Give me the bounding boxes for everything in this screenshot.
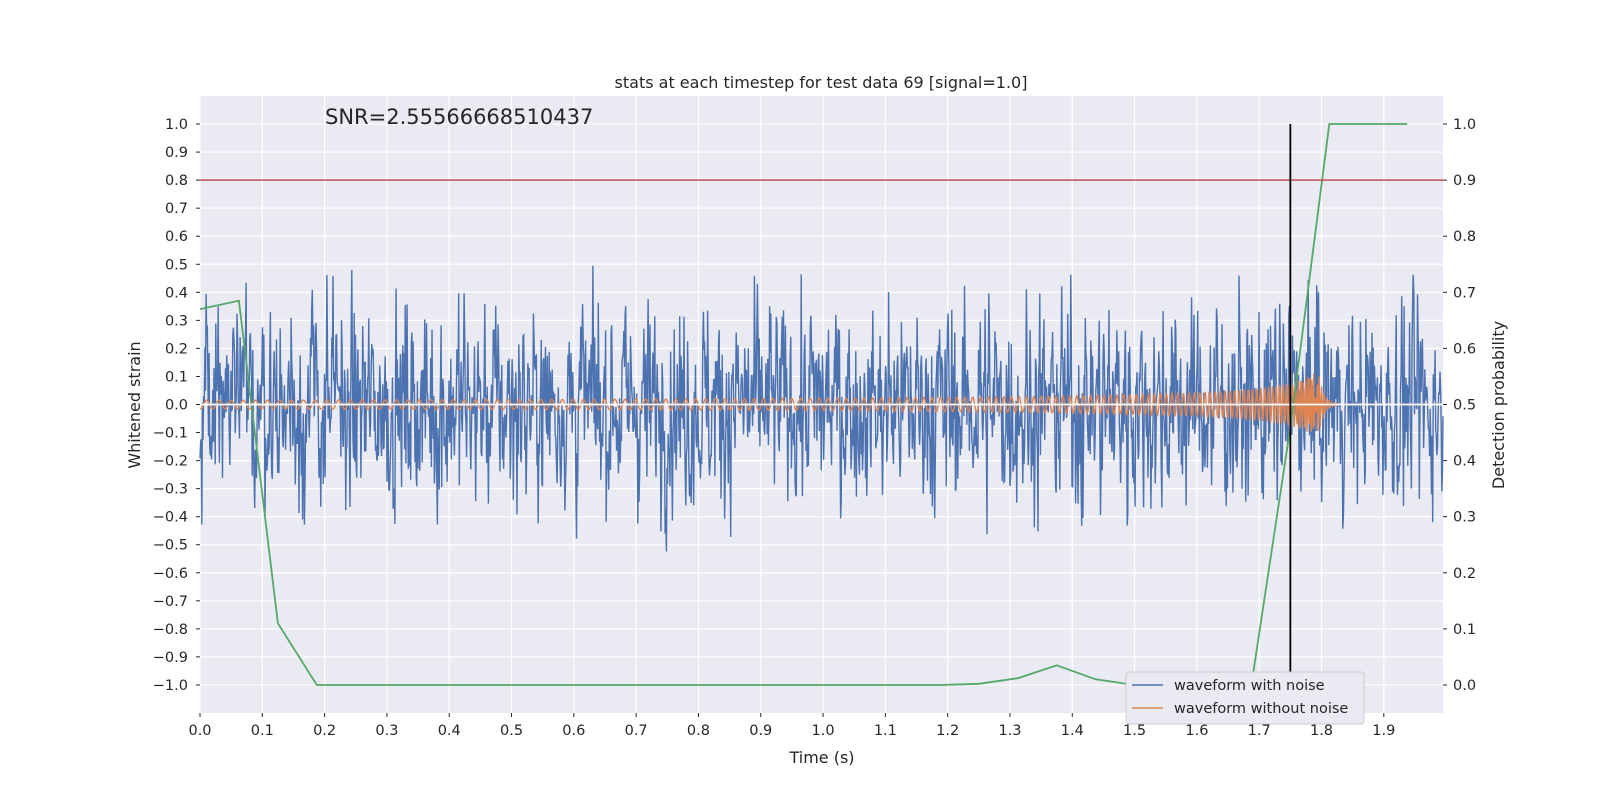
y-tick-label: 0.4 [165, 285, 188, 301]
series-waveform-with-noise [199, 265, 1444, 552]
y-tick-label: −0.1 [153, 426, 188, 442]
y-tick-label: 0.2 [165, 341, 188, 357]
y-tick-label: 0.9 [165, 145, 188, 161]
y-tick-label: 0.7 [165, 201, 188, 217]
x-tick-label: 0.1 [251, 723, 274, 739]
x-axis-label: Time (s) [788, 748, 854, 767]
y-axis-ticks: 1.0 0.9 0.8 0.7 0.6 0.5 0.4 0.3 0.2 0.1 0.0 −0.1 −0.… [153, 117, 200, 694]
y-tick-label: −0.2 [153, 454, 188, 470]
y-tick-label: −1.0 [153, 678, 188, 694]
y-right-tick-label: 0.4 [1453, 454, 1476, 470]
y-axis-right-label: Detection probability [1489, 321, 1508, 489]
y-tick-label: 0.8 [165, 173, 188, 189]
x-tick-label: 0.6 [562, 723, 585, 739]
snr-annotation: SNR=2.55566668510437 [325, 105, 593, 129]
x-tick-label: 0.3 [375, 723, 398, 739]
x-axis-ticks: 0.0 0.1 0.2 0.3 0.4 0.5 0.6 0.7 0.8 0.9 1.0 1.1 1.2 1… [188, 713, 1395, 739]
y-tick-label: −0.5 [153, 538, 188, 554]
legend-box [1125, 671, 1365, 725]
y-tick-label: −0.3 [153, 482, 188, 498]
y-right-tick-label: 0.1 [1453, 622, 1476, 638]
y-tick-label: −0.4 [153, 510, 188, 526]
x-tick-label: 0.4 [438, 723, 461, 739]
x-tick-label: 1.3 [998, 723, 1021, 739]
x-tick-label: 0.9 [749, 723, 772, 739]
reference-lines [200, 124, 1443, 713]
chart-title: stats at each timestep for test data 69 … [615, 73, 1028, 92]
y-right-tick-label: 0.2 [1453, 566, 1476, 582]
x-tick-label: 0.2 [313, 723, 336, 739]
x-tick-label: 1.5 [1123, 723, 1146, 739]
y-right-tick-label: 1.0 [1453, 117, 1476, 133]
y-right-tick-label: 0.0 [1453, 678, 1476, 694]
x-tick-label: 1.7 [1248, 723, 1271, 739]
y-tick-label: 0.3 [165, 313, 188, 329]
x-tick-label: 1.6 [1185, 723, 1208, 739]
y-tick-label: 0.6 [165, 229, 188, 245]
y-tick-label: −0.9 [153, 650, 188, 666]
x-tick-label: 0.0 [188, 723, 211, 739]
y-right-tick-label: 0.8 [1453, 229, 1476, 245]
y-right-tick-label: 0.3 [1453, 510, 1476, 526]
y-tick-label: −0.8 [153, 622, 188, 638]
x-tick-label: 0.7 [625, 723, 648, 739]
y-tick-label: 0.0 [165, 398, 188, 414]
y-right-tick-label: 0.7 [1453, 285, 1476, 301]
x-tick-label: 1.0 [812, 723, 835, 739]
y-axis-right-ticks: 1.0 0.9 0.8 0.7 0.6 0.5 0.4 0.3 0.2 0.1 0.0 [1443, 117, 1476, 694]
legend-label-clean: waveform without noise [1174, 701, 1348, 717]
y-tick-label: 0.1 [165, 369, 188, 385]
y-axis-label: Whitened strain [125, 341, 144, 468]
y-tick-label: 1.0 [165, 117, 188, 133]
x-tick-label: 1.9 [1372, 723, 1395, 739]
y-tick-label: −0.6 [153, 566, 188, 582]
x-tick-label: 1.4 [1061, 723, 1084, 739]
x-tick-label: 0.8 [687, 723, 710, 739]
x-tick-label: 1.1 [874, 723, 897, 739]
y-right-tick-label: 0.6 [1453, 341, 1476, 357]
x-tick-label: 1.2 [936, 723, 959, 739]
y-right-tick-label: 0.9 [1453, 173, 1476, 189]
y-tick-label: −0.7 [153, 594, 188, 610]
y-tick-label: 0.5 [165, 257, 188, 273]
y-right-tick-label: 0.5 [1453, 398, 1476, 414]
x-tick-label: 0.5 [500, 723, 523, 739]
legend-label-noise: waveform with noise [1174, 678, 1325, 694]
noise-line [199, 265, 1444, 552]
x-tick-label: 1.8 [1310, 723, 1333, 739]
legend: waveform with noise waveform without noi… [1125, 671, 1365, 725]
